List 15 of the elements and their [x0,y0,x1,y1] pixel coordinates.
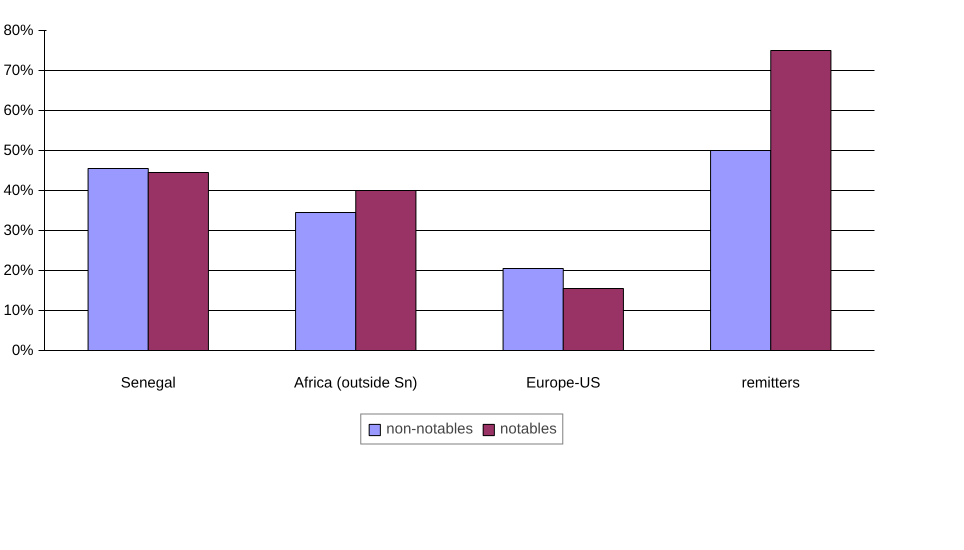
x-tick-label: Senegal [120,374,176,392]
legend-label: non-notables [386,420,474,438]
y-tick-label: 80% [3,22,34,39]
y-tick-label: 10% [3,302,34,319]
y-tick-label: 70% [3,62,34,79]
x-tick-label: remitters [742,374,800,392]
legend-label: notables [500,420,557,438]
x-tick-label: Africa (outside Sn) [294,374,418,392]
y-tick-label: 50% [3,142,34,159]
y-tick-label: 30% [3,222,34,239]
y-tick-label: 60% [3,102,34,119]
x-tick-label: Europe-US [526,374,600,392]
y-tick-label: 0% [12,342,34,359]
y-tick-label: 20% [3,262,34,279]
y-tick-label: 40% [3,182,34,199]
